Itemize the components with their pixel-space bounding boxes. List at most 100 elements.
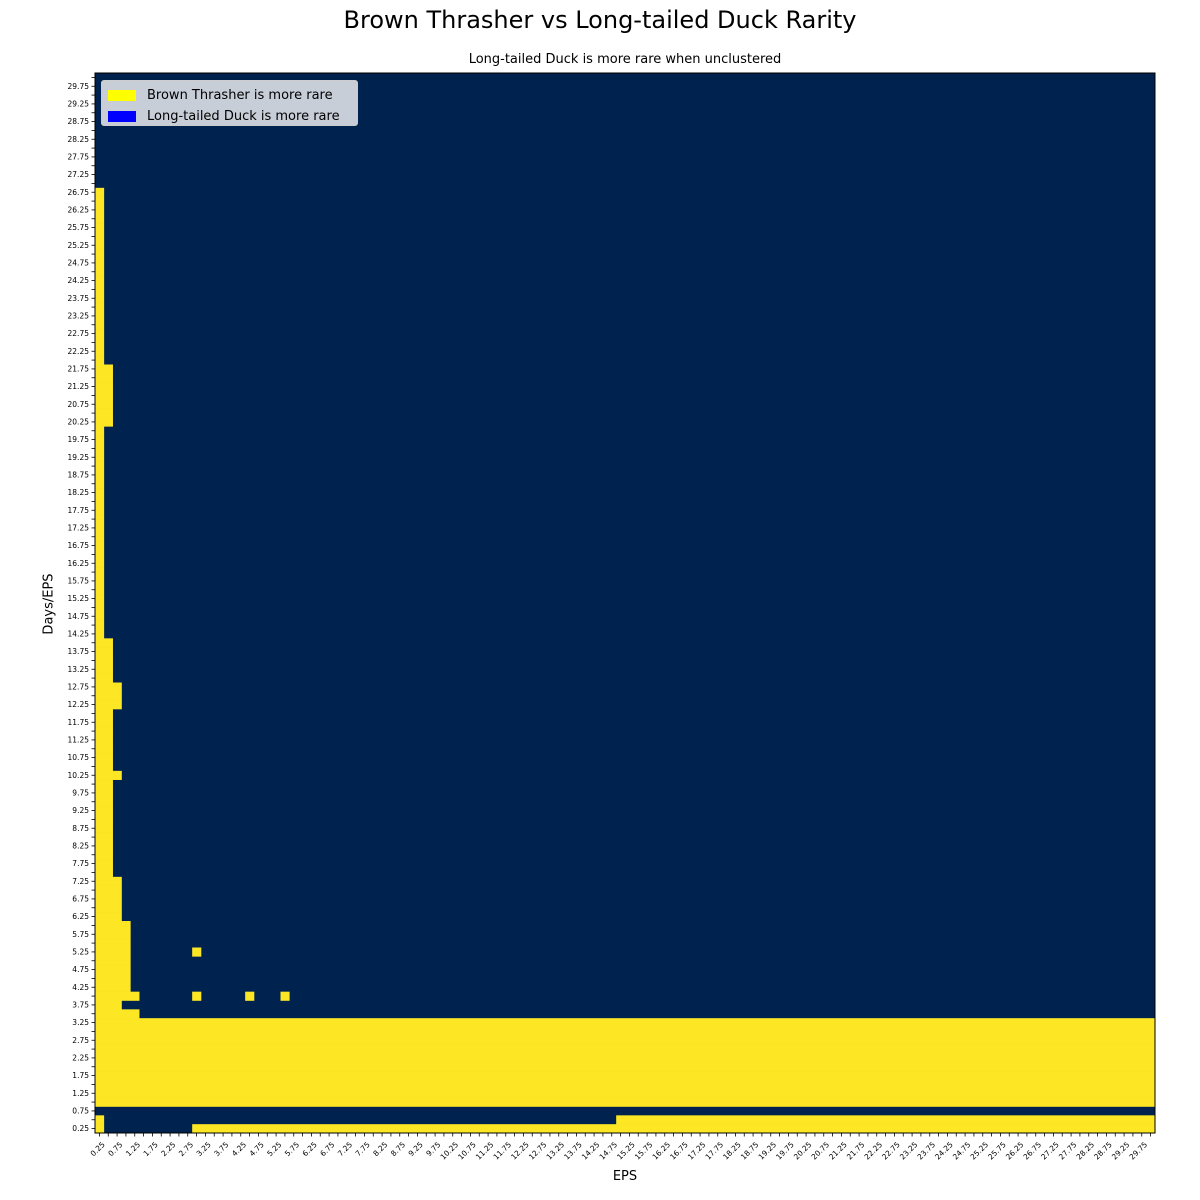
x-tick-label: 24.25 xyxy=(933,1140,955,1162)
y-tick-label: 15.75 xyxy=(68,576,90,585)
heatmap-cell-run xyxy=(95,550,105,560)
y-tick-label: 19.75 xyxy=(68,435,90,444)
heatmap-background xyxy=(95,73,1155,1133)
y-tick-label: 17.75 xyxy=(68,506,90,515)
heatmap-cell-run xyxy=(95,700,122,710)
y-tick-label: 19.25 xyxy=(68,453,90,462)
heatmap-cell-run xyxy=(95,285,105,295)
x-tick-label: 6.75 xyxy=(318,1140,336,1158)
heatmap-cell-run xyxy=(95,779,113,789)
y-tick-label: 12.25 xyxy=(68,700,90,709)
heatmap-cell-run xyxy=(95,249,105,259)
y-tick-label: 29.75 xyxy=(68,82,90,91)
heatmap-cell-run xyxy=(95,638,113,648)
x-tick-label: 9.25 xyxy=(407,1140,425,1158)
y-tick-label: 8.25 xyxy=(72,841,89,850)
y-tick-label: 16.75 xyxy=(68,541,90,550)
heatmap-cell-run xyxy=(95,1009,140,1019)
heatmap-cell-run xyxy=(95,1018,1156,1028)
heatmap-cell-run xyxy=(95,982,131,992)
heatmap-cell-run xyxy=(95,770,122,780)
x-tick-label: 27.25 xyxy=(1039,1140,1061,1162)
x-tick-label: 12.25 xyxy=(509,1140,531,1162)
y-tick-label: 13.75 xyxy=(68,647,90,656)
x-tick-label: 11.25 xyxy=(474,1140,496,1162)
heatmap-cell-run xyxy=(95,311,105,321)
heatmap-cell-run xyxy=(95,673,113,683)
heatmap-cell-run xyxy=(95,832,113,842)
heatmap-cell-run xyxy=(95,240,105,250)
heatmap-cell-run xyxy=(95,656,113,666)
heatmap-cell-run xyxy=(95,364,113,374)
y-tick-label: 2.75 xyxy=(72,1036,89,1045)
heatmap-cell-run xyxy=(95,629,105,639)
x-tick-label: 19.75 xyxy=(774,1140,796,1162)
x-tick-label: 1.25 xyxy=(124,1140,142,1158)
heatmap-cell-run xyxy=(95,276,105,286)
heatmap-cell-run xyxy=(95,868,113,878)
y-tick-label: 1.75 xyxy=(72,1071,89,1080)
heatmap-cell-run xyxy=(95,735,113,745)
heatmap-cell-run xyxy=(95,603,105,613)
x-tick-label: 12.75 xyxy=(527,1140,549,1162)
heatmap-cell-run xyxy=(95,691,122,701)
y-tick-label: 28.25 xyxy=(68,135,90,144)
y-tick-label: 4.75 xyxy=(72,965,89,974)
x-tick-label: 1.75 xyxy=(142,1140,160,1158)
x-tick-label: 6.25 xyxy=(301,1140,319,1158)
heatmap-cell-run xyxy=(95,523,105,533)
x-tick-label: 8.75 xyxy=(389,1140,407,1158)
x-tick-label: 10.75 xyxy=(456,1140,478,1162)
x-tick-label: 8.25 xyxy=(371,1140,389,1158)
heatmap-cell-run xyxy=(95,1088,1156,1098)
x-tick-label: 26.25 xyxy=(1004,1140,1026,1162)
heatmap-cell-run xyxy=(95,894,122,904)
heatmap-cell-run xyxy=(95,788,113,798)
y-tick-label: 28.75 xyxy=(68,117,90,126)
legend-entry-brown-thrasher: Brown Thrasher is more rare xyxy=(108,85,351,106)
legend-swatch-yellow xyxy=(108,90,136,101)
x-tick-label: 23.25 xyxy=(898,1140,920,1162)
heatmap-cell-run xyxy=(95,461,105,471)
y-tick-label: 24.25 xyxy=(68,276,90,285)
y-tick-label: 26.75 xyxy=(68,188,90,197)
x-tick-label: 21.75 xyxy=(845,1140,867,1162)
y-tick-label: 11.25 xyxy=(68,735,90,744)
y-tick-label: 5.25 xyxy=(72,947,89,956)
y-tick-label: 12.75 xyxy=(68,682,90,691)
heatmap-cell-run xyxy=(95,974,131,984)
x-tick-label: 28.25 xyxy=(1075,1140,1097,1162)
y-tick-label: 22.75 xyxy=(68,329,90,338)
legend: Brown Thrasher is more rare Long-tailed … xyxy=(101,80,358,126)
heatmap-cell-run xyxy=(95,541,105,551)
heatmap-cell-run xyxy=(95,726,113,736)
heatmap-cell-run xyxy=(95,196,105,206)
heatmap-cell-run xyxy=(95,382,113,392)
heatmap-cell-run xyxy=(95,885,122,895)
plot-frame xyxy=(94,72,1156,1134)
y-tick-label: 22.25 xyxy=(68,347,90,356)
y-tick-label: 7.75 xyxy=(72,859,89,868)
x-tick-label: 2.25 xyxy=(159,1140,177,1158)
heatmap-cell-run xyxy=(95,223,105,233)
heatmap-cell-run xyxy=(95,1053,1156,1063)
heatmap-cell-run xyxy=(95,532,105,542)
heatmap-cell-run xyxy=(95,435,105,445)
heatmap-cell-run xyxy=(95,426,105,436)
heatmap-cell-run xyxy=(95,744,113,754)
heatmap-cell-run xyxy=(95,594,105,604)
y-axis-label: Days/EPS xyxy=(41,573,57,635)
legend-label: Long-tailed Duck is more rare xyxy=(147,109,340,124)
x-tick-label: 0.75 xyxy=(106,1140,124,1158)
heatmap-cell-run xyxy=(95,850,113,860)
heatmap-cell-run xyxy=(95,514,105,524)
x-tick-label: 7.75 xyxy=(354,1140,372,1158)
y-tick-label: 18.75 xyxy=(68,470,90,479)
heatmap-cell-run xyxy=(95,558,105,568)
y-tick-label: 25.25 xyxy=(68,241,90,250)
x-tick-label: 29.25 xyxy=(1110,1140,1132,1162)
heatmap-cell-run xyxy=(95,647,113,657)
x-tick-label: 13.25 xyxy=(545,1140,567,1162)
x-tick-label: 15.75 xyxy=(633,1140,655,1162)
